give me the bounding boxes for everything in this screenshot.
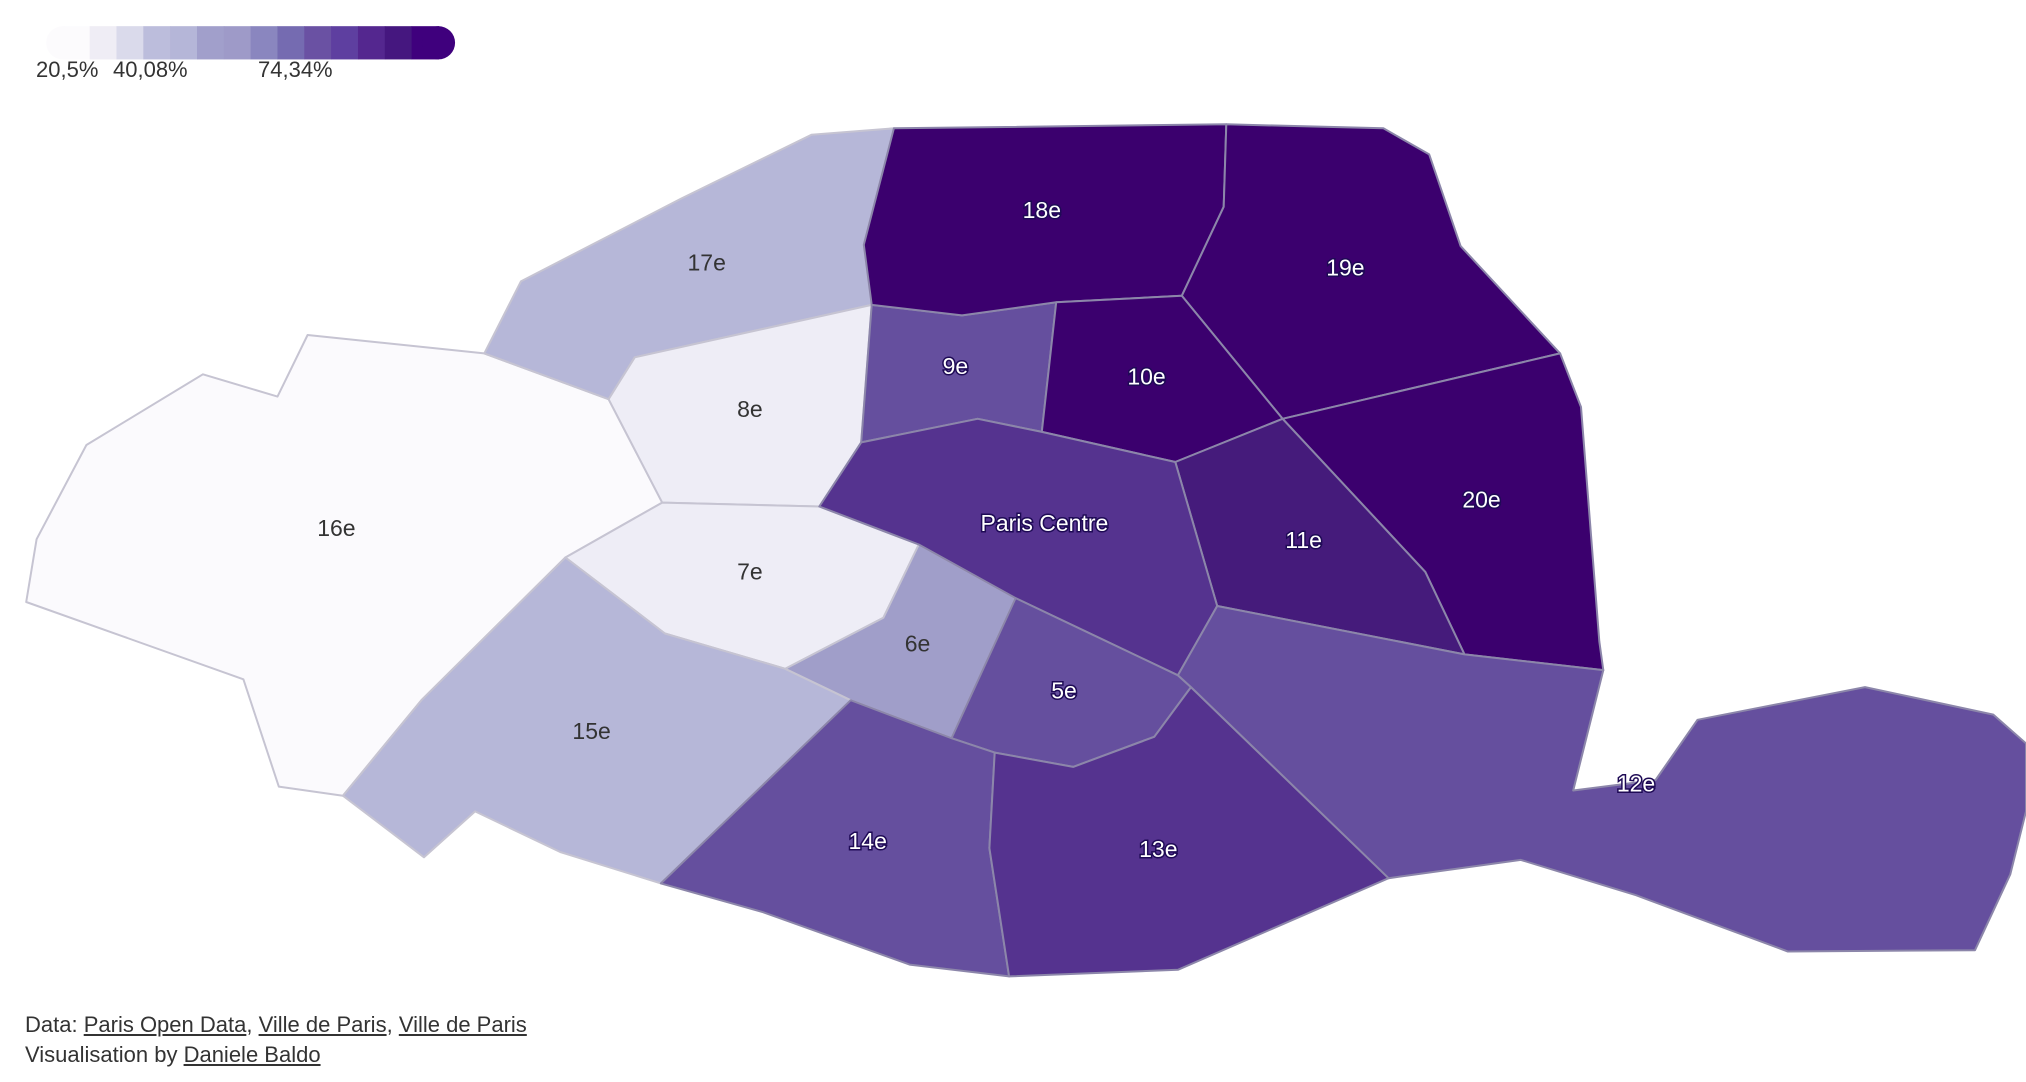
source-link-ville-de-paris-1[interactable]: Ville de Paris xyxy=(258,1012,387,1037)
author-link[interactable]: Daniele Baldo xyxy=(183,1042,321,1067)
legend-swatch xyxy=(277,26,305,60)
district-label: 11e xyxy=(1285,527,1322,553)
district-15e[interactable] xyxy=(341,556,852,885)
data-sources-line: Data: Paris Open Data, Ville de Paris, V… xyxy=(25,1010,527,1040)
legend-swatch xyxy=(116,26,144,60)
color-legend: 20,5% 40,08% 74,34% xyxy=(36,26,456,82)
legend-min-label: 20,5% xyxy=(36,57,98,82)
legend-swatch xyxy=(89,26,117,60)
district-label: 6e xyxy=(905,630,931,656)
legend-swatch xyxy=(331,26,359,60)
data-prefix: Data: xyxy=(25,1012,84,1037)
source-link-ville-de-paris-2[interactable]: Ville de Paris xyxy=(398,1012,527,1037)
district-label: 13e xyxy=(1139,836,1177,862)
choropleth-map: 20,5% 40,08% 74,34% 16e 17e 8e 7e 15e 6e 9e 18e… xyxy=(25,26,2026,978)
arrondissement-labels: 16e 17e 8e 7e 15e 6e 9e 18e 19e 10e 20e 11e Paris Ce… xyxy=(317,196,1656,864)
district-label: 10e xyxy=(1127,363,1165,389)
district-label: 16e xyxy=(317,515,355,541)
district-label: 7e xyxy=(737,558,763,584)
credit-line: Visualisation by Daniele Baldo xyxy=(25,1040,527,1070)
separator: , xyxy=(246,1012,259,1037)
legend-swatch xyxy=(357,26,386,60)
legend-cap xyxy=(421,26,456,60)
legend-swatch xyxy=(196,26,225,60)
district-label: 9e xyxy=(943,353,969,379)
legend-swatch xyxy=(223,26,252,60)
district-label: 5e xyxy=(1051,677,1077,703)
source-link-paris-open-data[interactable]: Paris Open Data xyxy=(83,1012,247,1037)
legend-swatch xyxy=(170,26,198,60)
legend-swatch xyxy=(250,26,278,60)
legend-swatch xyxy=(384,26,413,60)
district-label: 20e xyxy=(1462,486,1500,512)
legend-swatch xyxy=(143,26,171,60)
district-label: 15e xyxy=(572,718,610,744)
legend-swatch xyxy=(304,26,332,60)
district-label: 14e xyxy=(849,828,887,854)
legend-swatches xyxy=(46,26,456,60)
district-label: 18e xyxy=(1023,197,1061,223)
district-label: 17e xyxy=(688,249,726,275)
credit-prefix: Visualisation by xyxy=(25,1042,184,1067)
district-12e[interactable] xyxy=(1176,605,2026,953)
district-label: Paris Centre xyxy=(980,510,1108,536)
district-paris-centre[interactable] xyxy=(818,417,1219,677)
map-footer: Data: Paris Open Data, Ville de Paris, V… xyxy=(25,1010,527,1070)
legend-max-label: 74,34% xyxy=(258,57,333,82)
legend-mid-label: 40,08% xyxy=(113,57,188,82)
arrondissements xyxy=(25,123,2026,978)
district-label: 19e xyxy=(1326,255,1364,281)
legend-cap xyxy=(46,26,80,60)
district-label: 8e xyxy=(737,396,763,422)
separator: , xyxy=(386,1012,399,1037)
district-label: 12e xyxy=(1617,770,1655,796)
